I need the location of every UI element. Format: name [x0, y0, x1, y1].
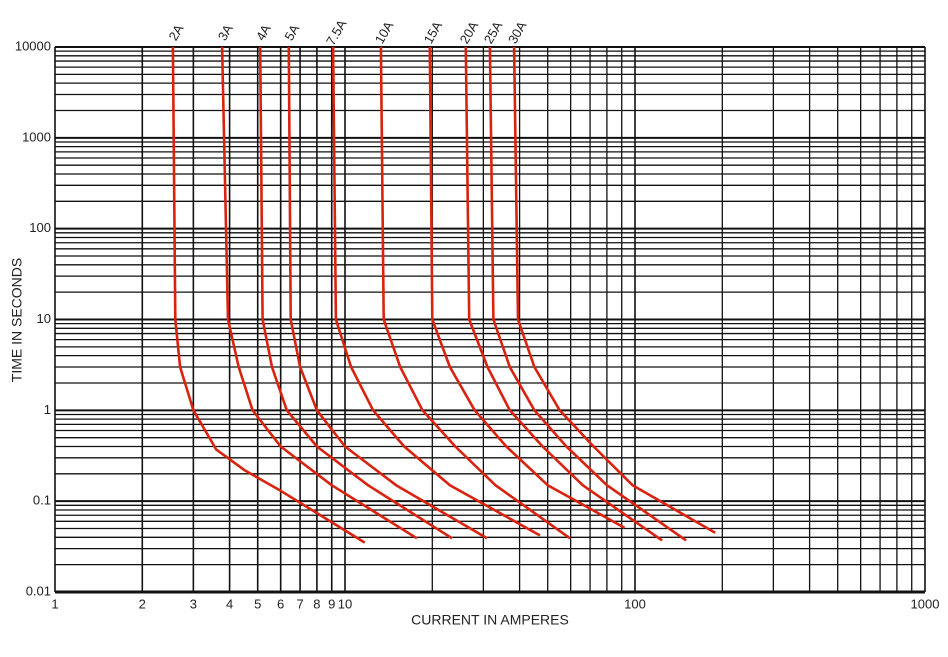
- curve-label: 10A: [372, 18, 397, 46]
- x-tick-label: 2: [139, 596, 146, 611]
- fuse-curve: [258, 46, 453, 540]
- x-tick-label: 100: [624, 596, 646, 611]
- y-tick-label: 0.1: [33, 493, 51, 508]
- fuse-curve: [464, 46, 663, 542]
- curve-label: 5A: [281, 22, 302, 44]
- y-tick-label: 10: [37, 311, 51, 326]
- x-axis-title: CURRENT IN AMPERES: [411, 612, 569, 628]
- x-tick-label: 10: [338, 596, 352, 611]
- y-tick-label: 100: [29, 220, 51, 235]
- fuse-curve: [220, 46, 418, 540]
- fuse-curve: [488, 46, 687, 542]
- fuse-curve: [331, 46, 541, 537]
- curve-label: 25A: [481, 18, 506, 46]
- fuse-curve: [428, 46, 626, 529]
- x-tick-label: 9: [328, 596, 335, 611]
- y-axis-title: TIME IN SECONDS: [9, 258, 25, 382]
- x-tick-label: 8: [313, 596, 320, 611]
- fuse-curve: [379, 46, 571, 540]
- curve-label: 7.5A: [323, 17, 350, 48]
- curve-label: 30A: [505, 18, 530, 46]
- fuse-curve: [171, 46, 366, 544]
- curve-label: 4A: [253, 22, 274, 44]
- x-tick-label: 3: [190, 596, 197, 611]
- curve-label: 15A: [421, 18, 446, 46]
- curve-label: 20A: [457, 18, 482, 46]
- curve-label: 2A: [166, 22, 187, 44]
- x-tick-label: 5: [254, 596, 261, 611]
- curve-label: 3A: [215, 22, 236, 44]
- x-tick-label: 6: [277, 596, 284, 611]
- y-tick-label: 1: [44, 402, 51, 417]
- x-tick-label: 1000: [911, 596, 940, 611]
- x-tick-label: 4: [226, 596, 233, 611]
- y-tick-label: 1000: [22, 129, 51, 144]
- y-tick-label: 0.01: [26, 583, 51, 598]
- y-tick-label: 10000: [15, 38, 51, 53]
- fuse-curve: [287, 46, 488, 540]
- x-tick-label: 1: [51, 596, 58, 611]
- fuse-curve: [512, 46, 716, 534]
- x-tick-label: 7: [296, 596, 303, 611]
